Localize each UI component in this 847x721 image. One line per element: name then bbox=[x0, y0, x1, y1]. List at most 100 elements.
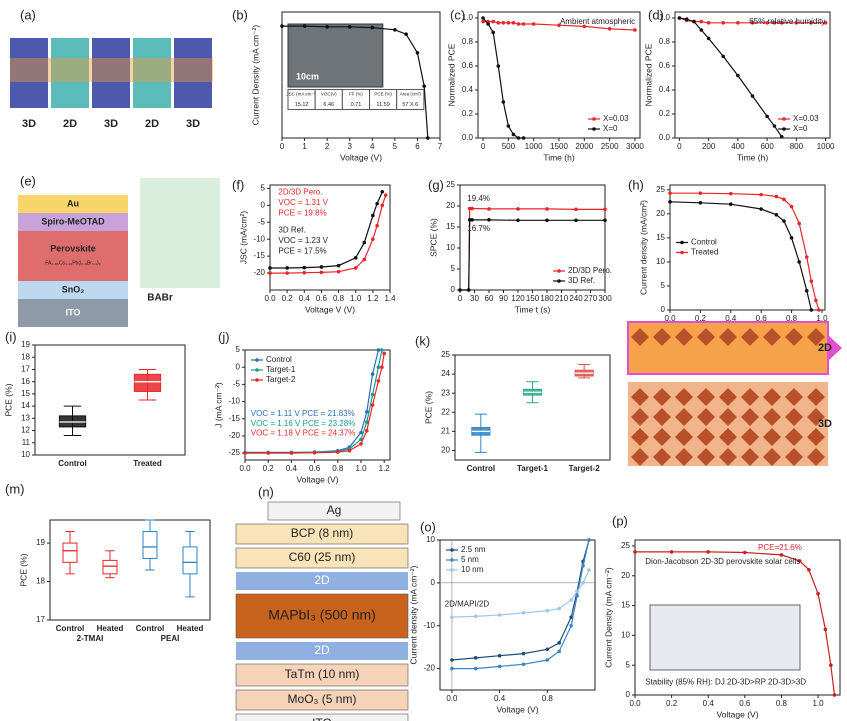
legend-marker bbox=[680, 250, 684, 255]
legend-label: 2.5 nm bbox=[461, 545, 486, 554]
octahedron bbox=[785, 428, 803, 446]
table-header: Area (cm²) bbox=[400, 92, 422, 97]
legend-marker bbox=[255, 378, 259, 382]
x-tick-label: 0.4 bbox=[703, 699, 715, 708]
y-axis-label: Current density (mA cm⁻²) bbox=[408, 565, 418, 664]
y-tick-label: -15 bbox=[228, 414, 240, 423]
plot-frame bbox=[669, 184, 826, 311]
data-point bbox=[823, 627, 828, 632]
data-point bbox=[736, 73, 740, 78]
table-cell bbox=[396, 89, 425, 111]
x-axis-label: Voltage (V) bbox=[340, 152, 382, 162]
data-point bbox=[684, 17, 689, 22]
data-point bbox=[450, 615, 454, 619]
x-tick-label: 210 bbox=[555, 294, 569, 303]
x-tick-label: 1.2 bbox=[379, 464, 391, 473]
data-point bbox=[736, 21, 740, 25]
panel-label: (h) bbox=[628, 177, 644, 192]
highlight bbox=[10, 58, 213, 82]
octahedron bbox=[741, 408, 759, 426]
y-axis-label: PCE (%) bbox=[3, 383, 13, 416]
layer-label: Spiro-MeOTAD bbox=[41, 216, 105, 226]
stack-layer bbox=[236, 642, 408, 660]
data-point bbox=[545, 207, 549, 211]
octahedron bbox=[631, 428, 649, 446]
y-axis-label: Current Density (mA cm⁻²) bbox=[250, 25, 260, 126]
legend-label: Target-1 bbox=[266, 365, 296, 374]
data-point bbox=[557, 23, 561, 28]
octahedron bbox=[763, 428, 781, 446]
plot-frame bbox=[281, 11, 441, 139]
table-value: 15.12 bbox=[295, 102, 309, 108]
octahedron bbox=[675, 428, 693, 446]
layer-label: Perovskite bbox=[50, 243, 96, 253]
annotation: 3D Ref. bbox=[278, 225, 305, 234]
legend-marker bbox=[450, 548, 454, 552]
data-point bbox=[779, 21, 784, 25]
data-point bbox=[706, 21, 711, 25]
legend-marker bbox=[782, 127, 786, 131]
data-point bbox=[376, 365, 381, 369]
x-tick-label: Control bbox=[467, 464, 495, 473]
y-tick-label: -5 bbox=[258, 217, 266, 226]
data-point bbox=[807, 568, 811, 572]
x-tick-label: 0 bbox=[458, 294, 463, 303]
octahedron bbox=[741, 448, 759, 466]
y-tick-label: 18 bbox=[21, 352, 30, 361]
formula: FA₀.₈₅Cs₀.₁₅Pb(I₀.₉Br₀.₁)₃ bbox=[45, 260, 100, 266]
y-tick-label: 25 bbox=[441, 350, 450, 359]
legend-marker bbox=[450, 558, 454, 562]
y-tick-label: 10 bbox=[21, 450, 30, 459]
y-axis-label: Normalized PCE bbox=[643, 43, 653, 106]
octahedron bbox=[741, 328, 759, 346]
plot-frame bbox=[269, 184, 391, 291]
y-tick-label: 0.0 bbox=[462, 133, 474, 142]
data-point bbox=[347, 25, 352, 29]
data-point bbox=[497, 664, 502, 669]
plot-frame bbox=[634, 539, 841, 696]
panel-label: (m) bbox=[5, 481, 25, 496]
series-line bbox=[451, 539, 590, 661]
panel-label: (a) bbox=[20, 7, 36, 22]
data-point bbox=[692, 19, 696, 24]
octahedron bbox=[807, 388, 825, 406]
data-point bbox=[353, 266, 358, 270]
data-point bbox=[728, 191, 733, 196]
stack-layer bbox=[267, 501, 401, 521]
y-axis-label: Normalized PCE bbox=[446, 43, 456, 106]
panel-label: (g) bbox=[428, 177, 444, 192]
data-point bbox=[581, 581, 585, 585]
data-point bbox=[728, 202, 733, 207]
y-tick-label: 18 bbox=[36, 577, 45, 586]
x-tick-label: Heated bbox=[177, 624, 204, 633]
series-line bbox=[451, 539, 590, 670]
x-axis-label: Voltage (V) bbox=[716, 709, 758, 719]
x-tick-label: 90 bbox=[499, 294, 508, 303]
x-tick-label: 0.8 bbox=[333, 294, 345, 303]
layer-label: 2D bbox=[314, 643, 330, 657]
y-tick-label: 5 bbox=[626, 660, 631, 669]
data-point bbox=[772, 124, 777, 128]
octahedron bbox=[697, 448, 715, 466]
data-point bbox=[587, 538, 591, 542]
x-tick-label: 0.4 bbox=[725, 314, 737, 323]
data-point bbox=[521, 651, 526, 656]
stack-layer bbox=[18, 195, 128, 213]
data-point bbox=[569, 615, 573, 619]
data-point bbox=[545, 608, 550, 613]
stack-layer bbox=[235, 689, 409, 711]
layer-label: Ag bbox=[327, 503, 342, 517]
data-point bbox=[607, 27, 612, 31]
stack-layer bbox=[236, 572, 408, 590]
legend-label: Treated bbox=[691, 248, 718, 257]
x-tick-label: Treated bbox=[133, 459, 162, 468]
table-value: 6.46 bbox=[323, 102, 334, 108]
layer-label: MoO₃ (5 nm) bbox=[288, 692, 357, 706]
x-tick-label: Control bbox=[56, 624, 84, 633]
x-tick-label: 0.8 bbox=[786, 314, 798, 323]
y-tick-label: -5 bbox=[233, 379, 241, 388]
layer-2d bbox=[51, 38, 89, 108]
data-point bbox=[557, 606, 562, 611]
data-point bbox=[285, 266, 289, 270]
y-tick-label: 15 bbox=[656, 233, 665, 242]
